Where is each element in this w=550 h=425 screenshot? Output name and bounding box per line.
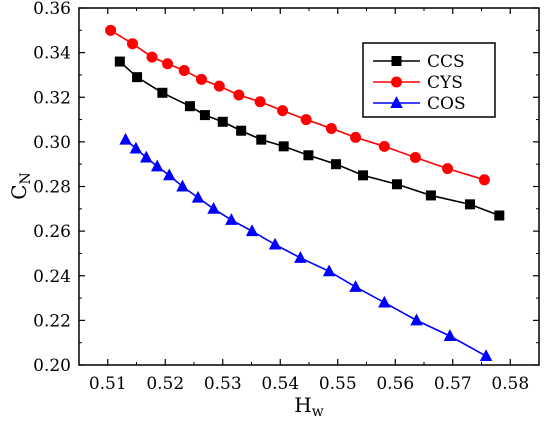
- data-point-cos: [349, 280, 362, 292]
- data-point-cys: [105, 24, 117, 36]
- data-point-ccs: [157, 87, 168, 98]
- y-axis-label: CN: [7, 172, 34, 200]
- x-tick-label: 0.55: [319, 374, 357, 394]
- plot-frame: [78, 7, 540, 366]
- data-point-cys: [146, 51, 158, 63]
- series-line-ccs: [119, 60, 500, 217]
- data-point-cos: [443, 329, 457, 341]
- data-point-ccs: [236, 125, 247, 136]
- data-point-ccs: [199, 110, 210, 121]
- data-point-cos: [140, 150, 153, 163]
- data-point-cos: [479, 349, 493, 362]
- data-point-ccs: [184, 101, 195, 112]
- data-point-cos: [378, 295, 391, 308]
- data-point-cos: [245, 224, 259, 237]
- data-point-cys: [442, 163, 454, 175]
- data-point-ccs: [114, 56, 125, 67]
- data-point-ccs: [256, 134, 267, 145]
- data-point-cos: [294, 251, 307, 263]
- data-point-cys: [325, 122, 337, 134]
- y-tick-label: 0.22: [33, 311, 71, 331]
- x-tick-label: 0.57: [434, 374, 472, 394]
- data-point-cos: [268, 237, 282, 250]
- data-point-cys: [350, 131, 362, 143]
- data-point-cys: [478, 174, 490, 186]
- data-point-ccs: [331, 159, 342, 170]
- data-point-cos: [191, 190, 205, 203]
- legend-label-cos: COS: [427, 94, 466, 114]
- x-tick-label: 0.58: [491, 374, 529, 394]
- y-axis-label-main: C: [7, 184, 31, 199]
- data-point-ccs: [278, 141, 289, 152]
- legend-marker-ccs: [391, 56, 402, 66]
- data-point-cos: [119, 132, 132, 145]
- data-point-cos: [150, 159, 164, 172]
- data-point-cys: [277, 105, 289, 117]
- x-tick-label: 0.52: [146, 374, 184, 394]
- data-point-cos: [129, 141, 143, 154]
- x-tick-label: 0.51: [89, 374, 127, 394]
- data-point-cys: [195, 73, 207, 85]
- y-tick-label: 0.28: [33, 178, 71, 198]
- data-point-ccs: [217, 116, 228, 127]
- data-point-cys: [126, 38, 138, 50]
- y-tick-label: 0.24: [33, 267, 71, 287]
- x-axis-label-main: H: [294, 393, 311, 417]
- data-point-cos: [322, 264, 336, 277]
- x-tick-label: 0.53: [204, 374, 242, 394]
- y-tick-label: 0.30: [33, 133, 71, 153]
- x-axis-label-sub: w: [312, 404, 324, 420]
- series-line-cos: [125, 139, 487, 357]
- data-point-ccs: [303, 150, 314, 161]
- y-tick-label: 0.26: [33, 222, 71, 242]
- plot-area: [105, 24, 505, 362]
- data-point-ccs: [132, 72, 143, 83]
- legend-label-cys: CYS: [427, 73, 463, 93]
- data-point-ccs: [358, 170, 369, 181]
- y-tick-label: 0.36: [33, 0, 71, 19]
- data-point-cys: [178, 64, 190, 76]
- data-point-ccs: [391, 179, 402, 190]
- legend-box: [362, 42, 496, 118]
- x-tick-label: 0.54: [261, 374, 299, 394]
- data-point-cys: [162, 58, 174, 70]
- data-point-cos: [225, 213, 238, 225]
- legend-label-ccs: CCS: [427, 52, 465, 72]
- data-point-cys: [254, 96, 266, 108]
- data-point-ccs: [425, 190, 436, 201]
- x-tick-label: 0.56: [376, 374, 414, 394]
- y-axis-label-sub: N: [18, 172, 34, 184]
- data-point-cys: [213, 80, 225, 92]
- y-tick-label: 0.32: [33, 88, 71, 108]
- data-point-cys: [300, 114, 312, 126]
- data-point-cos: [410, 313, 423, 326]
- x-axis-label: Hw: [294, 393, 323, 420]
- data-point-cos: [207, 201, 220, 214]
- data-point-ccs: [494, 210, 505, 221]
- data-point-cos: [176, 179, 189, 192]
- data-point-ccs: [465, 199, 475, 210]
- y-tick-label: 0.20: [33, 356, 71, 376]
- legend-marker-cys: [391, 76, 402, 88]
- data-point-cys: [233, 89, 245, 101]
- y-tick-label: 0.34: [33, 44, 71, 64]
- legend-marker-cos: [390, 96, 403, 108]
- data-point-cys: [378, 140, 390, 152]
- data-point-cys: [409, 151, 421, 163]
- axis-ticks: 0.51 0.52 0.53 0.54 0.55 0.56 0.57 0.58 0.20 0.22…: [33, 0, 540, 394]
- data-point-cos: [163, 168, 176, 181]
